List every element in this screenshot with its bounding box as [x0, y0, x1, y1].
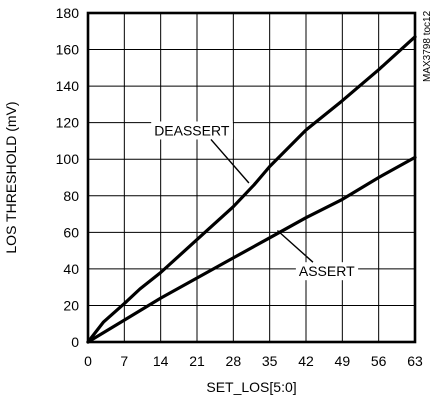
- x-tick-label: 21: [189, 353, 205, 369]
- y-tick-label: 0: [71, 334, 79, 350]
- x-tick-label: 14: [153, 353, 169, 369]
- annotations: DEASSERT ASSERT: [151, 121, 359, 281]
- x-axis-title: SET_LOS[5:0]: [206, 379, 296, 395]
- y-tick-label: 100: [56, 151, 80, 167]
- x-tick-label: 42: [298, 353, 314, 369]
- y-tick-label: 40: [63, 261, 79, 277]
- series-line-deassert: [86, 35, 417, 344]
- x-tick-label: 63: [407, 353, 423, 369]
- x-tick-label: 0: [84, 353, 92, 369]
- plot-frame: [86, 11, 417, 344]
- x-tick-label: 49: [335, 353, 351, 369]
- series-line-assert: [86, 155, 417, 344]
- y-tick-label: 160: [56, 42, 80, 58]
- tick-labels: 0 7 14 21 28 35 42 49 56 63 0 20 40 60 80 100 120 140 160 1…: [56, 5, 423, 369]
- annotation-assert: ASSERT: [299, 263, 355, 279]
- annotation-background: [295, 262, 359, 281]
- annotation-leader-line: [276, 229, 314, 263]
- annotation-background: [151, 121, 233, 140]
- y-axis-title: LOS THRESHOLD (mV): [3, 101, 19, 253]
- annotation-deassert: DEASSERT: [154, 122, 230, 138]
- x-tick-label: 56: [371, 353, 387, 369]
- y-tick-label: 140: [56, 78, 80, 94]
- grid: [88, 13, 415, 342]
- y-tick-label: 180: [56, 5, 80, 21]
- y-tick-label: 120: [56, 115, 80, 131]
- x-tick-label: 35: [262, 353, 278, 369]
- series-lines: [86, 35, 417, 344]
- y-tick-label: 20: [63, 297, 79, 313]
- y-tick-label: 60: [63, 224, 79, 240]
- x-tick-label: 7: [120, 353, 128, 369]
- y-tick-label: 80: [63, 188, 79, 204]
- figure-id-label: MAX3798 toc12: [422, 10, 433, 82]
- annotation-leader-line: [210, 139, 250, 184]
- x-tick-label: 28: [226, 353, 242, 369]
